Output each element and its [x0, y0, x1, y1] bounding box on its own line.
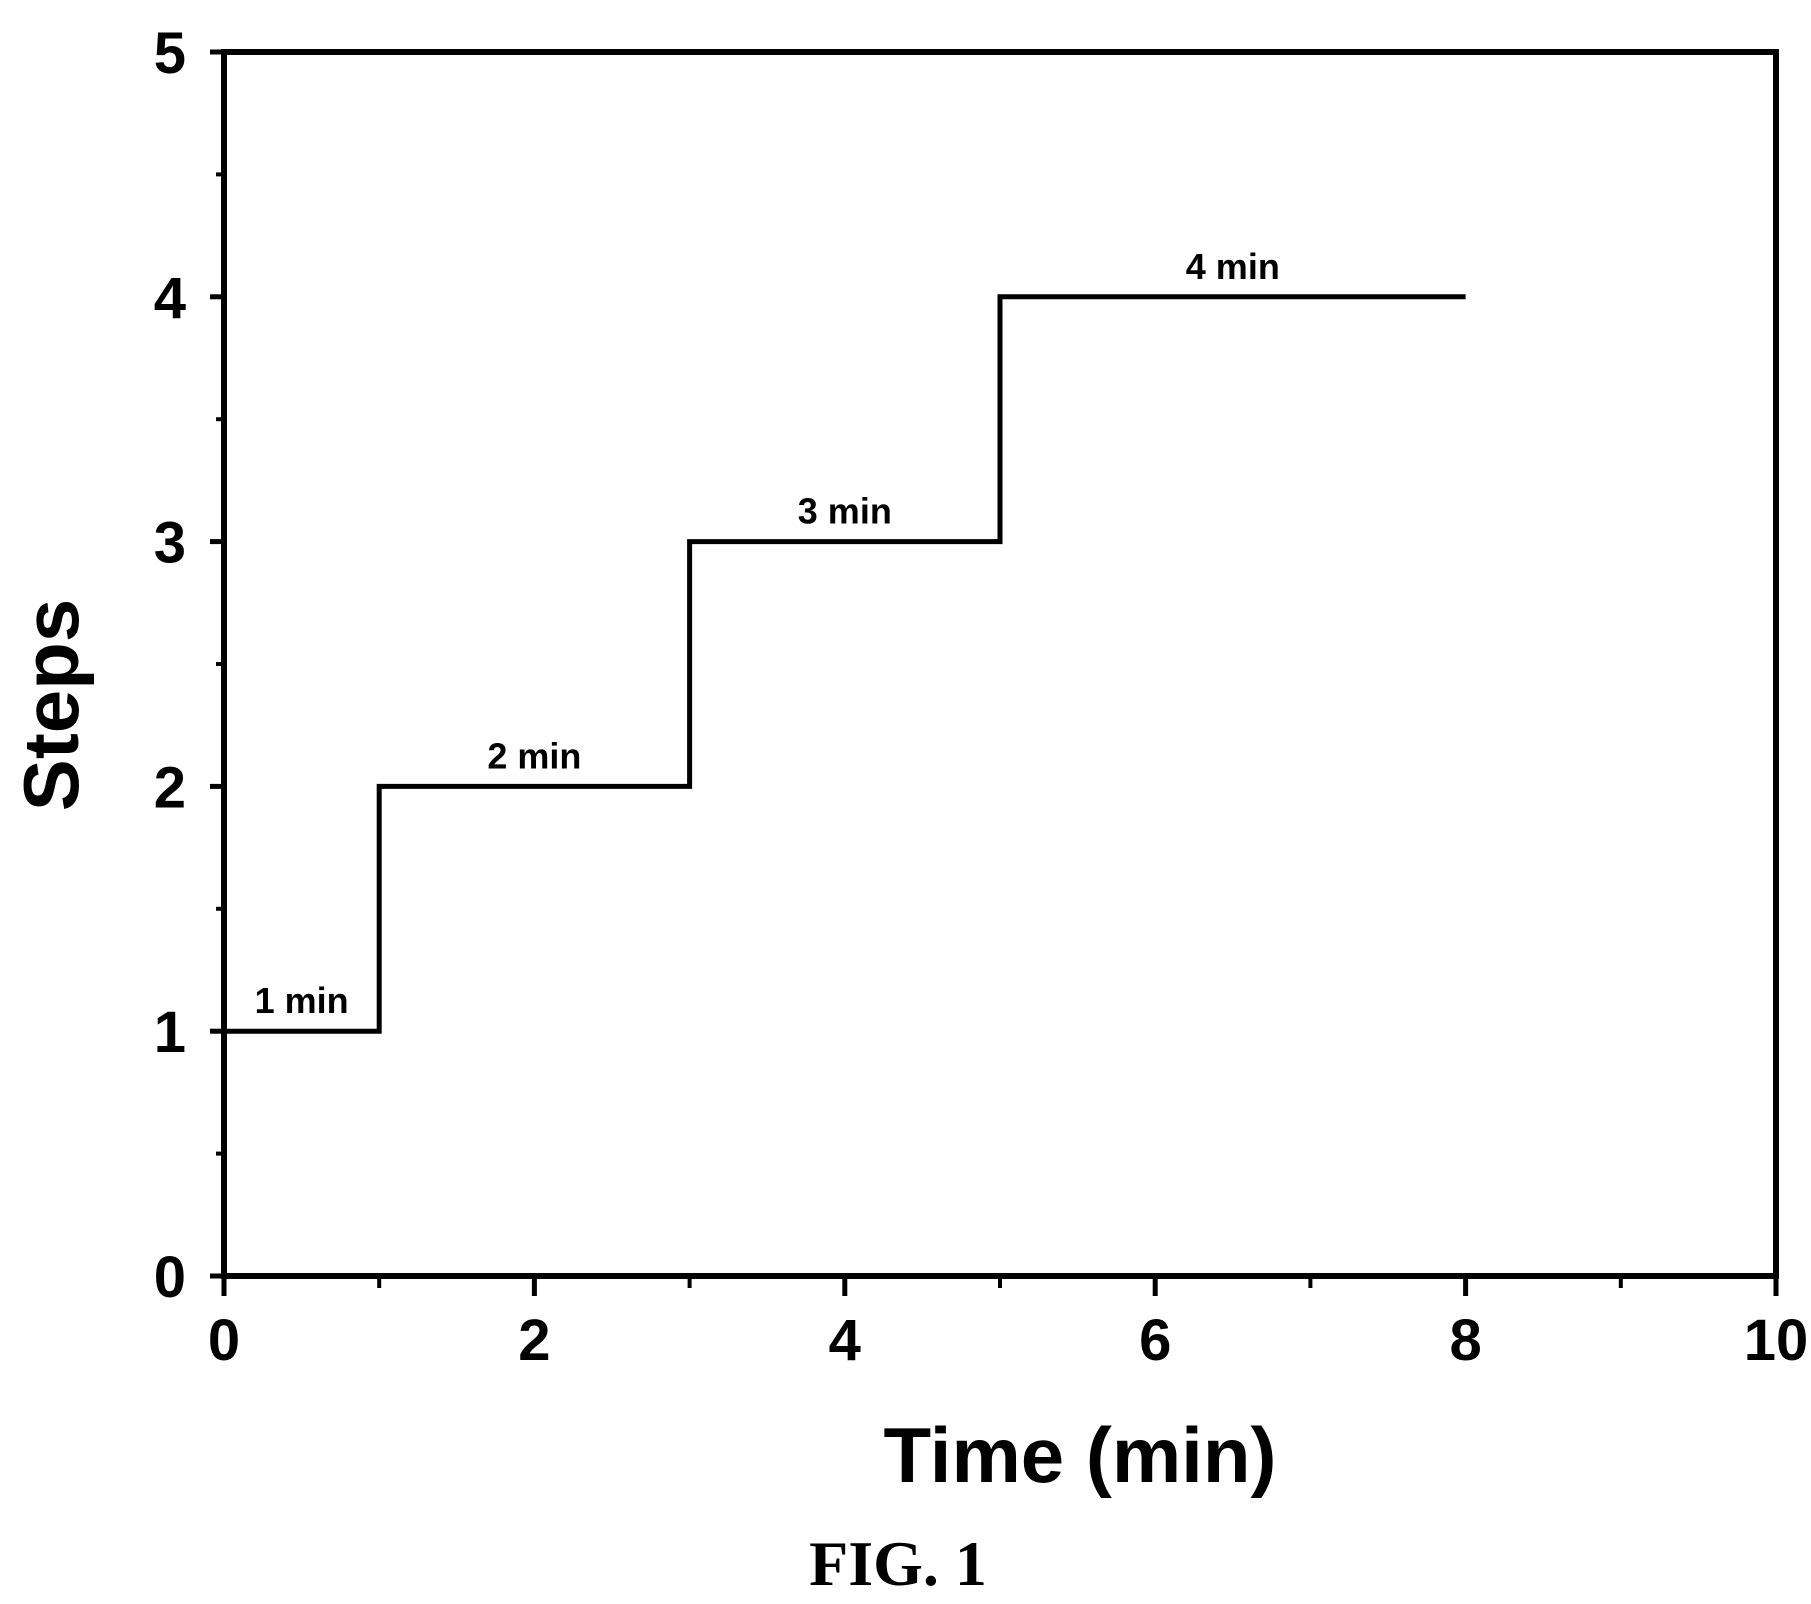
- plot-area: [221, 49, 1779, 1279]
- x-tick-label: 10: [1744, 1308, 1809, 1373]
- y-tick-label: 5: [154, 21, 186, 86]
- step-duration-label: 3 min: [798, 491, 892, 532]
- figure-caption: FIG. 1: [809, 1528, 987, 1599]
- series-group: [224, 294, 1466, 1034]
- y-axis-label: Steps: [7, 599, 95, 811]
- y-tick-label: 2: [154, 755, 186, 820]
- annotations: 1 min 2 min 3 min 4 min: [255, 246, 1280, 1021]
- x-tick-label: 0: [208, 1308, 240, 1373]
- x-tick-label: 8: [1449, 1308, 1481, 1373]
- x-tick-label: 2: [518, 1308, 550, 1373]
- plot-frame: [221, 49, 1779, 1279]
- y-tick-label: 3: [154, 511, 186, 576]
- y-tick-label: 0: [154, 1245, 186, 1310]
- x-tick-label: 4: [829, 1308, 861, 1373]
- axis-ticks: 0 2 4 6 8 10 0 1 2 3 4 5: [154, 21, 1809, 1373]
- y-tick-label: 4: [154, 266, 186, 331]
- x-tick-label: 6: [1139, 1308, 1171, 1373]
- y-tick-label: 1: [154, 1000, 186, 1065]
- step-duration-label: 2 min: [487, 735, 581, 776]
- step-duration-label: 4 min: [1186, 246, 1280, 287]
- series-line-0: [224, 294, 1466, 1034]
- x-axis-label: Time (min): [884, 1411, 1277, 1499]
- step-duration-label: 1 min: [255, 980, 349, 1021]
